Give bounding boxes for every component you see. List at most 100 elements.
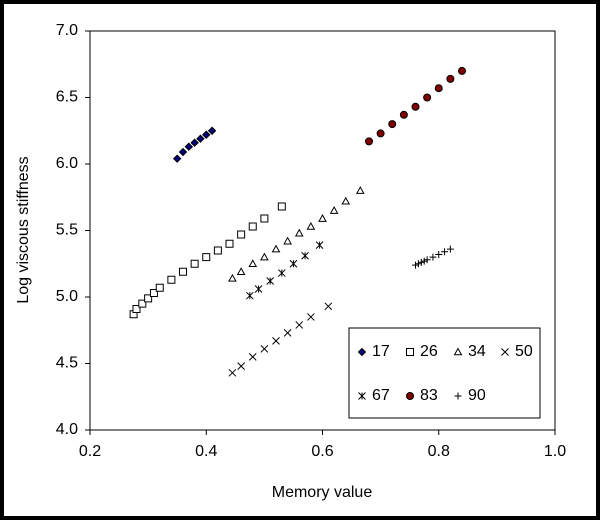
point xyxy=(178,147,188,157)
point xyxy=(237,362,245,371)
point xyxy=(434,84,443,93)
point xyxy=(254,285,263,293)
point xyxy=(283,236,292,245)
point xyxy=(138,299,147,308)
point xyxy=(435,250,443,258)
x-tick-label: 0.4 xyxy=(195,443,217,460)
point xyxy=(260,252,269,261)
legend-marker xyxy=(357,347,367,357)
x-tick-label: 1.0 xyxy=(544,443,566,460)
x-tick-label: 0.8 xyxy=(428,443,450,460)
x-axis-title: Memory value xyxy=(272,484,373,501)
point xyxy=(399,110,408,119)
point xyxy=(364,137,374,146)
point xyxy=(202,253,211,262)
legend-marker xyxy=(406,348,414,356)
point xyxy=(376,129,385,138)
point xyxy=(245,291,254,300)
point xyxy=(414,260,422,268)
x-tick-label: 0.2 xyxy=(79,443,101,460)
point xyxy=(236,267,246,276)
point xyxy=(283,329,292,337)
legend-label: 90 xyxy=(468,387,486,404)
y-tick-label: 4.0 xyxy=(56,421,78,438)
legend-label: 34 xyxy=(468,343,486,360)
legend-label: 67 xyxy=(372,387,390,404)
point xyxy=(179,267,187,276)
legend-marker xyxy=(405,392,415,400)
legend-marker xyxy=(453,347,463,356)
point xyxy=(196,134,205,143)
point xyxy=(423,93,432,102)
point xyxy=(228,368,237,377)
legend xyxy=(348,327,541,419)
legend-marker xyxy=(454,392,462,400)
point xyxy=(271,244,281,253)
y-tick-label: 5.5 xyxy=(56,222,78,239)
legend-marker xyxy=(358,392,366,400)
point xyxy=(149,289,158,298)
point xyxy=(248,352,257,361)
point xyxy=(184,142,194,151)
point xyxy=(423,256,431,264)
point xyxy=(412,261,419,269)
point xyxy=(155,283,164,292)
point xyxy=(446,245,454,253)
point xyxy=(207,126,217,135)
y-tick-label: 5.0 xyxy=(56,288,78,305)
point xyxy=(277,202,286,211)
legend-label: 26 xyxy=(420,343,438,360)
point xyxy=(228,273,237,282)
point xyxy=(266,277,275,285)
y-tick-label: 6.0 xyxy=(56,155,78,172)
point xyxy=(248,222,257,231)
point xyxy=(341,196,351,205)
legend-label: 17 xyxy=(372,343,390,360)
legend-label: 50 xyxy=(515,343,533,360)
point xyxy=(294,228,304,237)
point xyxy=(190,259,199,268)
point xyxy=(388,120,397,129)
point xyxy=(324,302,333,311)
point xyxy=(301,251,309,260)
point xyxy=(272,337,280,345)
point xyxy=(457,66,467,75)
point xyxy=(289,259,298,268)
point xyxy=(172,154,182,163)
legend-marker xyxy=(501,348,509,356)
y-axis-title: Log viscous stiffness xyxy=(15,156,32,303)
x-tick-label: 0.6 xyxy=(311,443,333,460)
point xyxy=(225,239,234,248)
point xyxy=(277,269,286,277)
point xyxy=(260,214,269,223)
y-tick-label: 6.5 xyxy=(56,89,78,106)
y-tick-label: 4.5 xyxy=(56,355,78,372)
point xyxy=(167,275,176,284)
y-tick-label: 7.0 xyxy=(56,22,78,39)
point xyxy=(202,130,211,139)
point xyxy=(260,345,269,353)
point xyxy=(144,294,153,303)
point xyxy=(306,221,316,230)
point xyxy=(441,248,449,256)
point xyxy=(446,74,455,83)
point xyxy=(213,246,222,255)
point xyxy=(132,304,141,313)
point xyxy=(237,230,246,239)
point xyxy=(420,257,428,265)
point xyxy=(190,138,199,147)
point xyxy=(429,253,437,261)
point xyxy=(315,241,324,249)
legend-label: 83 xyxy=(420,387,438,404)
point xyxy=(329,206,339,214)
point xyxy=(318,214,327,222)
point xyxy=(248,259,258,268)
point xyxy=(307,313,315,321)
point xyxy=(411,102,420,111)
point xyxy=(355,186,365,194)
point xyxy=(417,258,425,266)
point xyxy=(295,321,304,329)
